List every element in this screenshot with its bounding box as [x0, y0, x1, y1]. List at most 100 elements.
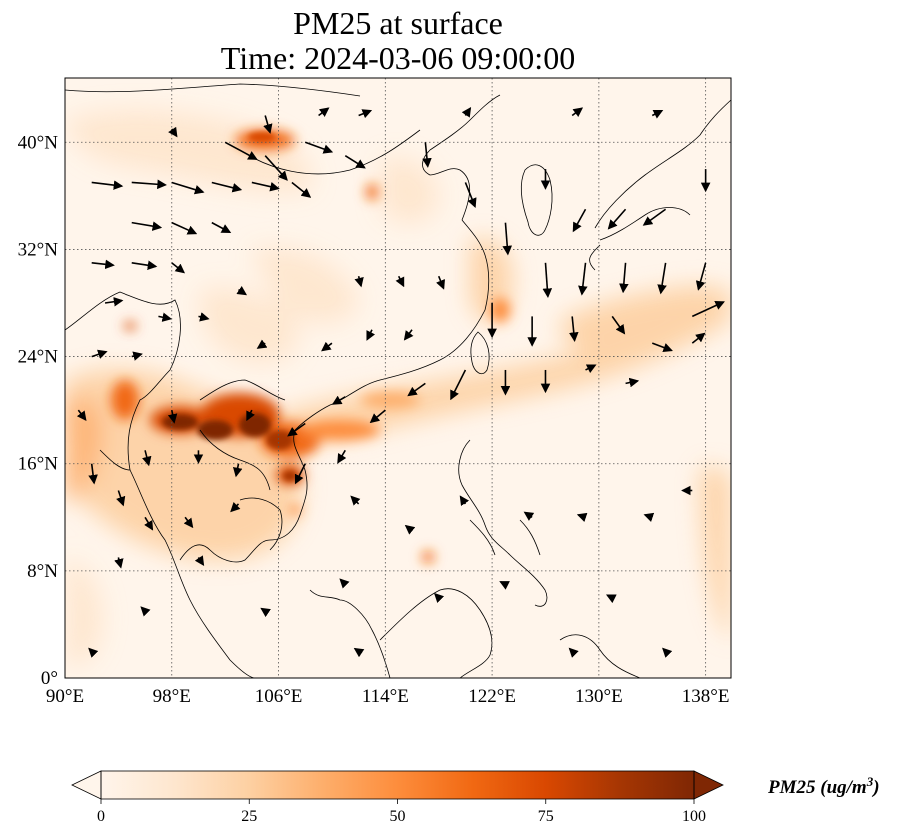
wind-vector-arrow [167, 409, 178, 424]
wind-vector-arrow [662, 647, 673, 658]
longitude-tick-labels: 90°E 98°E 106°E 114°E 122°E 130°E 138°E [46, 686, 730, 707]
wind-vector-arrow [651, 342, 673, 353]
wind-vector-arrow [691, 300, 725, 318]
wind-vector-arrow [183, 516, 194, 529]
wind-vector-arrow [251, 181, 280, 192]
wind-vector-arrow [131, 221, 163, 231]
wind-vector-arrow [436, 275, 445, 290]
latitude-tick-label: 24°N [18, 347, 59, 368]
wind-vector-arrow [625, 377, 640, 388]
wind-vector-arrow [171, 262, 186, 274]
wind-vector-arrow [263, 115, 273, 134]
wind-vector-arrow [294, 463, 306, 485]
wind-vector-arrow [318, 107, 330, 117]
wind-vector-arrow [407, 382, 426, 397]
wind-vector-arrow [578, 262, 588, 296]
wind-vector-arrow [657, 262, 667, 295]
wind-vector-arrow [643, 512, 655, 522]
wind-vector-arrow [499, 581, 510, 590]
longitude-tick-label: 98°E [153, 686, 191, 707]
longitude-tick-label: 122°E [468, 686, 516, 707]
map-title-line2: Time: 2024-03-06 09:00:00 [220, 40, 576, 76]
wind-vector-arrow [651, 109, 664, 119]
colorbar-tick-label: 50 [390, 808, 406, 825]
wind-vector-arrow [350, 495, 361, 506]
colorbar-label-tail: ) [871, 777, 879, 798]
wind-vector-arrow [366, 329, 376, 341]
wind-vector-arrow [607, 208, 627, 230]
wind-vector-arrow [236, 285, 248, 296]
colorbar-gradient [101, 771, 694, 799]
wind-vector-arrow [304, 141, 334, 154]
latitude-tick-label: 0° [41, 668, 58, 689]
wind-vector-arrow [576, 512, 588, 522]
wind-vector-arrow [158, 312, 172, 322]
wind-vector-arrow [140, 606, 151, 617]
wind-vector-arrow [114, 557, 124, 569]
wind-vector-arrow [91, 259, 115, 270]
longitude-tick-label: 90°E [46, 686, 84, 707]
wind-vector-arrow [131, 260, 158, 270]
longitude-tick-label: 114°E [362, 686, 409, 707]
wind-vector-arrow [403, 329, 414, 341]
wind-vector-arrow [523, 511, 535, 521]
pm25-concentration-field [65, 109, 731, 666]
colorbar: 0 25 50 75 100 PM25 (ug/m3) [71, 770, 880, 825]
wind-vector-arrow [230, 502, 241, 513]
wind-vector-arrow [691, 332, 706, 344]
wind-vector-arrow [568, 647, 579, 658]
wind-vector-arrow [131, 351, 143, 361]
wind-vector-arrow [256, 339, 268, 349]
wind-vector-arrow [642, 208, 667, 226]
wind-vector-arrow [695, 262, 707, 291]
colorbar-tick-label: 0 [97, 808, 105, 825]
colorbar-label: PM25 (ug/m3) [767, 774, 880, 798]
latitude-tick-label: 32°N [18, 239, 59, 260]
wind-vector-arrow [287, 422, 306, 437]
wind-vector-arrow [171, 221, 198, 235]
colorbar-extend-min [71, 770, 102, 800]
wind-vector-arrow [142, 450, 152, 467]
wind-vector-arrow [542, 262, 553, 299]
wind-vector-arrow [131, 179, 167, 190]
wind-vector-arrow [619, 262, 629, 294]
latitude-tick-label: 16°N [18, 454, 59, 475]
wind-vector-arrow [404, 524, 416, 535]
wind-vector-arrow [224, 141, 258, 160]
longitude-tick-label: 138°E [682, 686, 730, 707]
colorbar-extend-max [693, 770, 724, 800]
wind-vector-arrow [246, 409, 255, 422]
colorbar-label-superscript: 3 [866, 774, 874, 789]
wind-vector-arrow [91, 349, 108, 359]
wind-vector-arrow [422, 142, 432, 168]
wind-vector-arrow [116, 490, 126, 507]
wind-vector-arrow [91, 180, 124, 190]
colorbar-tick-label: 100 [682, 808, 706, 825]
wind-vector-arrow [572, 208, 587, 233]
longitude-tick-label: 106°E [255, 686, 303, 707]
wind-vector-arrow [502, 222, 513, 256]
wind-vector-arrow [464, 182, 477, 208]
wind-vector-arrow [76, 409, 87, 422]
wind-vector-arrow [198, 312, 210, 322]
wind-vector-arrow [585, 364, 597, 374]
wind-vector-arrow [194, 555, 205, 566]
wind-vector-arrow [264, 155, 288, 181]
wind-vector-arrow [571, 107, 584, 117]
wind-vector-arrow [104, 296, 124, 307]
wind-vector-arrow [168, 126, 178, 138]
map-frame [64, 77, 732, 679]
wind-vector-arrow [88, 647, 99, 658]
wind-vector-arrow [344, 155, 366, 169]
latitude-tick-labels: 0° 8°N 16°N 24°N 32°N 40°N [18, 132, 59, 689]
wind-vector-arrow [144, 516, 154, 531]
wind-vector-arrow [88, 463, 98, 485]
wind-vector-arrow [369, 409, 386, 424]
wind-vector-arrow [395, 275, 405, 288]
longitude-tick-label: 130°E [575, 686, 623, 707]
wind-vector-arrow [433, 592, 445, 604]
wind-vector-arrow [569, 316, 579, 342]
wind-vector-arrow [353, 647, 365, 658]
wind-vector-arrow [461, 106, 472, 118]
